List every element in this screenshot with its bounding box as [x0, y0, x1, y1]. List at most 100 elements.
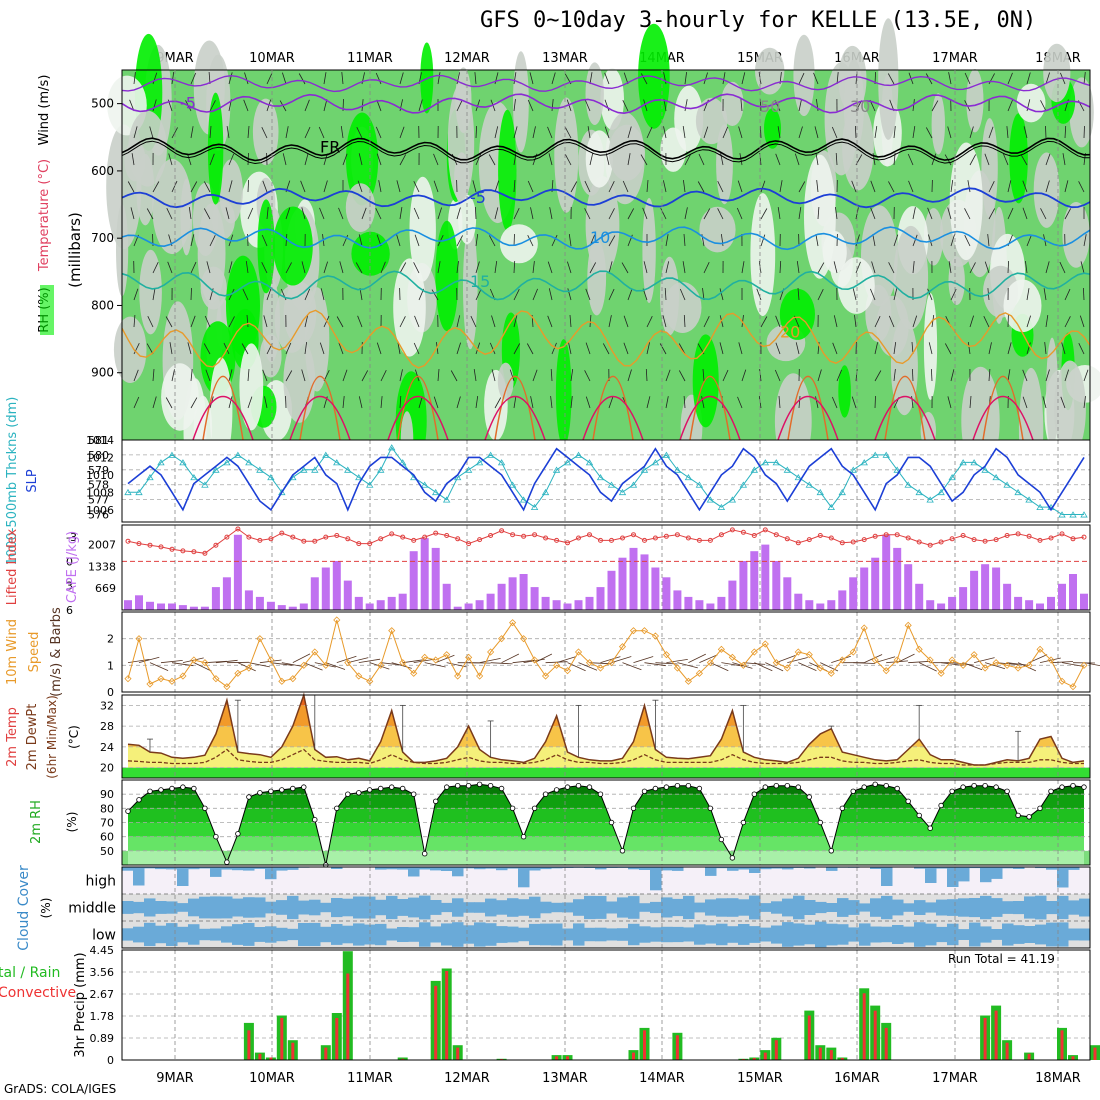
wind-speed-point-14	[278, 677, 286, 685]
rh2m-point-35	[509, 805, 516, 811]
cloud-high-bar-56	[738, 867, 750, 870]
wind-speed-point-62	[805, 651, 813, 659]
wind-barb-574	[969, 126, 974, 139]
surface-wind-barb-14	[281, 662, 304, 667]
cloud-low-bar-13	[265, 926, 277, 943]
wind-barb-514	[871, 261, 876, 274]
wind-barb-90	[247, 396, 253, 409]
cloud-low-bar-2	[144, 922, 156, 947]
lifted-index-point-11	[246, 534, 252, 540]
rh-blob-12	[923, 208, 944, 266]
cloud-high-bar-25	[397, 867, 409, 870]
wind-speed-point-39	[552, 661, 561, 669]
cloud-mid-bar-4	[166, 901, 178, 914]
cloud-low-bar-41	[573, 923, 585, 946]
surface-wind-barb-37	[534, 653, 553, 664]
rh2m-point-66	[850, 788, 856, 794]
wind-barb-540	[912, 261, 915, 274]
wind-barb-483	[831, 126, 838, 139]
wind-barb-374	[659, 343, 667, 355]
cloud-high-bar-83	[1035, 867, 1047, 869]
wind-barb-536	[907, 153, 914, 166]
wind-barb-288	[547, 126, 553, 139]
thickness-point-80	[1003, 481, 1011, 488]
rh2m-point-85	[1059, 784, 1065, 790]
cloud-low-bar-11	[243, 923, 255, 946]
isotherm-line-0	[121, 93, 1091, 115]
rh2m-point-70	[894, 785, 900, 792]
lifted-index-point-16	[301, 538, 307, 544]
rh2m-point-80	[1004, 788, 1010, 794]
wind-barb-102	[262, 369, 268, 382]
lifted-index-point-10	[235, 526, 241, 532]
wind-barb-446	[779, 180, 783, 193]
rh2m-tick-3: 80	[100, 802, 114, 815]
cloud-low-bar-72	[914, 922, 926, 947]
surface-wind-barb-21	[358, 658, 381, 664]
rh2m-point-28	[433, 798, 439, 804]
rh-blob-122	[1003, 279, 1042, 333]
wind-barb-386	[683, 314, 686, 328]
lifted-index-point-65	[839, 540, 845, 546]
lifted-index-point-2	[147, 542, 153, 548]
wind-barb-75	[223, 342, 230, 355]
thickness-point-1	[135, 488, 143, 496]
cape-bar-50	[673, 590, 682, 610]
wind-barb-233	[456, 396, 461, 409]
cloud-high-bar-39	[551, 867, 563, 869]
wind-barb-160	[357, 180, 363, 193]
temp-base-fill	[122, 767, 1090, 778]
surface-wind-barb-83	[1039, 657, 1061, 664]
cloud-low-bar-85	[1057, 922, 1069, 947]
wind-speed-point-58	[761, 640, 769, 648]
cape-bar-54	[717, 596, 726, 610]
precip-tick-0: 0	[107, 1054, 114, 1067]
rh2m-point-43	[597, 791, 604, 797]
precip-conv-bar-68	[873, 1010, 877, 1060]
cloud-mid-bar-76	[958, 898, 970, 917]
surface-wind-barb-24	[391, 662, 412, 669]
wind-speed-point-36	[520, 635, 528, 643]
surface-wind-barb-39	[556, 656, 577, 664]
cloud-low-bar-42	[584, 927, 596, 942]
wind-barb-565	[950, 234, 955, 247]
wind-barb-132	[318, 126, 325, 139]
cloud-high-bar-35	[507, 867, 519, 869]
lifted-index-line	[127, 528, 1085, 554]
wind-barb-57	[203, 208, 211, 220]
isotherm-line-5	[121, 270, 1091, 301]
wind-barb-512	[870, 207, 876, 220]
cape-bar-52	[695, 600, 704, 610]
cape-bar-63	[816, 603, 825, 610]
lifted-index-point-70	[894, 532, 900, 538]
wind-barb-453	[774, 369, 781, 382]
wind-speed-point-87	[1080, 661, 1088, 669]
precip-legend-conv: Convective	[0, 985, 76, 1001]
cloud-high-bar-5	[177, 867, 189, 886]
cloud-high-bar-10	[232, 867, 244, 871]
cloud-mid-bar-84	[1046, 901, 1058, 915]
rh2m-point-71	[905, 798, 911, 804]
temp-frame	[121, 694, 1091, 779]
cape-bar-38	[541, 596, 550, 610]
rh2m-point-4	[169, 785, 175, 792]
lifted-index-point-46	[631, 532, 636, 538]
cape-bar-58	[761, 544, 770, 610]
thickness-point-27	[420, 481, 429, 488]
cape-bar-14	[277, 605, 286, 610]
thickness-point-38	[541, 488, 550, 496]
cloud-mid-bar-11	[243, 897, 255, 918]
rh-blob-28	[966, 69, 984, 133]
wind-barb-264	[513, 179, 516, 193]
cloud-high-bar-78	[980, 867, 992, 883]
surface-wind-barb-3	[160, 660, 183, 664]
cloud-low-bar-86	[1068, 928, 1080, 941]
cloud-mid-bar-14	[276, 900, 288, 915]
wind-barb-153	[338, 342, 344, 355]
wind-barb-45	[190, 234, 195, 247]
wind-barb-176	[380, 261, 386, 274]
isotherm-label-7: 50	[760, 97, 780, 116]
cloud-mid-bar-79	[991, 898, 1003, 917]
cloud-low-bar-81	[1013, 925, 1025, 944]
wind-barb-246	[475, 396, 479, 409]
